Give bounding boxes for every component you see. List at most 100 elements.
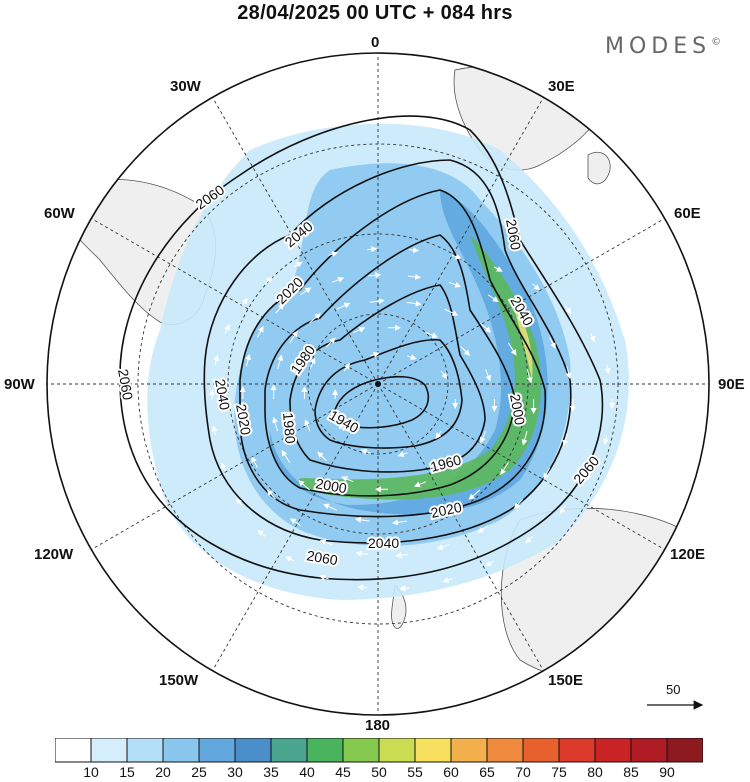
wind-vector — [328, 251, 338, 258]
wind-speed-shading — [147, 123, 629, 600]
wind-vector — [513, 498, 523, 509]
longitude-label-90e: 90E — [718, 376, 745, 393]
wind-vector — [395, 552, 409, 559]
wind-vector — [399, 585, 410, 592]
contour-label: 2060 — [115, 368, 136, 402]
wind-vector — [493, 266, 503, 272]
longitude-label-90w: 90W — [4, 376, 35, 393]
contour-1960 — [314, 338, 463, 449]
chart-title: 28/04/2025 00 UTC + 084 hrs — [237, 2, 513, 24]
wind-vector — [272, 416, 279, 432]
colorbar-swatch — [378, 738, 416, 763]
wind-vector — [289, 330, 298, 344]
wind-vector — [487, 294, 499, 303]
colorbar-swatch — [55, 738, 92, 763]
wind-vector — [521, 431, 528, 446]
colorbar-swatch — [558, 738, 596, 763]
wind-vector — [293, 261, 303, 268]
longitude-label-30w: 30W — [170, 78, 201, 95]
wind-vector — [414, 481, 427, 488]
logo-copyright-mark: © — [711, 36, 722, 48]
wind-vector — [460, 346, 471, 356]
shade-jet-core-yellow — [512, 300, 533, 380]
wind-vector — [444, 308, 459, 316]
contour-label: 2040 — [368, 535, 399, 551]
colorbar-tick-label: 75 — [551, 764, 567, 780]
shade-30-35 — [269, 190, 548, 515]
colorbar-swatch — [306, 738, 344, 763]
map-interior — [47, 53, 709, 715]
wind-vector — [281, 449, 291, 463]
wind-vector — [309, 357, 316, 370]
colorbar-tick-label: 50 — [371, 764, 387, 780]
longitude-label-120w: 120W — [34, 546, 74, 563]
colorbar-swatch — [414, 738, 452, 763]
meridian-line — [212, 97, 379, 385]
wind-vector — [532, 283, 541, 291]
longitude-label-180: 180 — [365, 717, 391, 734]
meridian-line — [91, 383, 379, 550]
wind-vector — [323, 503, 337, 511]
wind-vector — [224, 324, 230, 334]
wind-vector — [526, 368, 533, 384]
wind-vector — [565, 305, 572, 315]
longitude-label-30e: 30E — [548, 78, 575, 95]
wind-vector — [479, 322, 492, 333]
longitude-label-120e: 120E — [670, 546, 706, 563]
wind-vector — [451, 460, 462, 471]
wind-vector — [289, 518, 301, 527]
wind-vector — [480, 431, 486, 444]
wind-vector — [500, 462, 509, 476]
wind-vector — [264, 277, 273, 285]
wind-vector — [442, 577, 453, 583]
wind-vector — [326, 337, 336, 348]
colorbar-swatch — [342, 738, 380, 763]
wind-vector — [448, 281, 462, 288]
wind-vector — [298, 480, 310, 491]
wind-vector — [436, 544, 450, 550]
meridian-line — [377, 383, 665, 550]
longitude-label-150w: 150W — [159, 672, 199, 689]
wind-vector — [407, 354, 417, 361]
colorbar-swatch — [126, 738, 164, 763]
colorbar-swatch — [630, 738, 668, 763]
wind-vector — [562, 433, 569, 447]
colorbar-swatch — [522, 738, 560, 763]
wind-vector — [256, 325, 264, 338]
reference-vector-label: 50 — [666, 682, 681, 697]
land-madagascar — [587, 151, 611, 185]
contour-2000 — [264, 234, 516, 497]
wind-vector — [266, 489, 276, 500]
longitude-label-150e: 150E — [548, 672, 584, 689]
wind-vector — [409, 247, 420, 254]
wind-vector — [586, 471, 592, 481]
logo-text: MODES — [605, 34, 712, 59]
globe-boundary — [46, 52, 710, 716]
wind-vector — [257, 529, 266, 537]
wind-vector — [468, 489, 481, 500]
wind-vector — [604, 364, 611, 375]
wind-vector — [435, 430, 442, 440]
meridian-line — [377, 218, 665, 385]
colorbar-tick-label: 65 — [479, 764, 495, 780]
contour-label: 1980 — [280, 412, 299, 445]
colorbar-tick-label: 35 — [263, 764, 279, 780]
wind-vector — [357, 584, 368, 591]
wind-vector — [451, 253, 462, 260]
meridian-line — [377, 383, 544, 671]
colorbar-tick-label: 15 — [119, 764, 135, 780]
wind-vector — [241, 297, 248, 307]
colorbar-tick-label: 70 — [515, 764, 531, 780]
wind-vector — [251, 456, 258, 468]
wind-vector — [589, 332, 596, 343]
longitude-label-0: 0 — [371, 34, 380, 51]
wind-vector — [369, 298, 385, 305]
wind-vector — [425, 332, 439, 338]
wind-vector — [213, 354, 220, 365]
colorbar-swatch — [90, 738, 128, 763]
geopotential-contours — [119, 115, 604, 581]
wind-vector — [275, 303, 285, 314]
wind-vector — [236, 497, 243, 507]
colorbar-tick-label: 55 — [407, 764, 423, 780]
